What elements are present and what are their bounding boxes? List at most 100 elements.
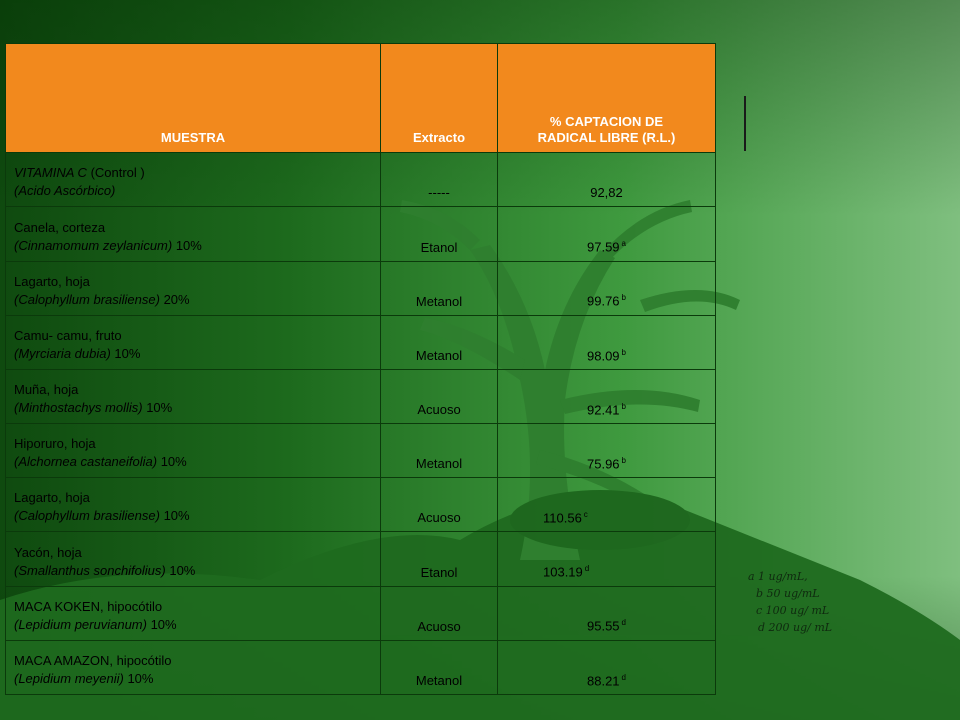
value-number: 97.59 <box>587 239 620 255</box>
sample-name: MACA KOKEN, hipocótilo <box>14 598 163 614</box>
sample-scientific-name: (Acido Ascórbico) <box>14 183 116 199</box>
sample-name: Muña, hoja <box>14 382 79 398</box>
sample-concentration: 10% <box>146 616 177 632</box>
value-number: 95.55 <box>587 618 620 634</box>
concentration-legend: a 1 ug/mL, b 50 ug/mL c 100 ug/ mL d 200… <box>748 568 848 636</box>
sample-concentration: 10% <box>110 345 141 361</box>
value-cell: 99.76 b <box>497 260 716 316</box>
extract-cell: ----- <box>380 152 498 208</box>
header-value: % CAPTACION DE RADICAL LIBRE (R.L.) <box>497 42 716 154</box>
radical-scavenging-table: MUESTRA Extracto % CAPTACION DE RADICAL … <box>5 42 716 696</box>
sample-scientific-name: (Myrciaria dubia) <box>14 345 111 361</box>
value-cell: 110.56 c <box>497 477 716 533</box>
sample-scientific-name: (Calophyllum brasiliense) <box>14 508 160 524</box>
sample-scientific-name: (Smallanthus sonchifolius) <box>14 562 166 578</box>
value-number: 75.96 <box>587 456 620 472</box>
value-number: 98.09 <box>587 347 620 363</box>
sample-concentration: 10% <box>142 400 173 416</box>
legend-item: b 50 ug/mL <box>756 587 820 600</box>
extract-cell: Metanol <box>380 260 498 316</box>
sample-name-italic: VITAMINA C <box>14 165 87 181</box>
sample-name: Canela, corteza <box>14 219 106 235</box>
header-value-line1: % CAPTACION DE <box>549 114 664 130</box>
table-row: Camu- camu, fruto (Myrciaria dubia) 10% M… <box>5 314 716 370</box>
table-row: Muña, hoja (Minthostachys mollis) 10% Acu… <box>5 368 716 425</box>
value-cell: 103.19 d <box>497 531 716 587</box>
value-superscript: c <box>583 510 588 520</box>
value-cell: 92,82 <box>497 152 716 208</box>
sample-scientific-name: (Cinnamomum zeylanicum) <box>14 237 173 253</box>
sample-name-rest: (Control ) <box>86 165 145 181</box>
value-superscript: d <box>621 672 626 682</box>
sample-name: Yacón, hoja <box>14 544 82 560</box>
sample-name: MACA AMAZON, hipocótilo <box>14 653 172 668</box>
table-row: Lagarto, hoja (Calophyllum brasiliense) 2… <box>5 260 716 316</box>
extract-cell: Etanol <box>380 531 498 587</box>
value-number: 88.21 <box>587 673 620 688</box>
sample-cell: MACA AMAZON, hipocótilo (Lepidium meyenii… <box>5 639 381 696</box>
sample-name: Lagarto, hoja <box>14 490 90 506</box>
legend-item: a 1 ug/mL, <box>748 570 808 583</box>
value-cell: 88.21 d <box>497 639 716 696</box>
sample-cell: MACA KOKEN, hipocótilo (Lepidium peruvian… <box>5 585 381 641</box>
legend-item: d 200 ug/ mL <box>758 621 833 634</box>
table-row: Hiporuro, hoja (Alchornea castaneifolia) … <box>5 423 716 479</box>
sample-cell: Hiporuro, hoja (Alchornea castaneifolia) … <box>5 423 381 479</box>
value-cell: 95.55 d <box>497 585 716 641</box>
sample-cell: Lagarto, hoja (Calophyllum brasiliense) 1… <box>5 477 381 533</box>
table-row: MACA AMAZON, hipocótilo (Lepidium meyenii… <box>5 639 716 696</box>
sample-concentration: 10% <box>159 508 190 524</box>
legend-item: c 100 ug/ mL <box>756 604 830 617</box>
table-row: Lagarto, hoja (Calophyllum brasiliense) 1… <box>5 477 716 533</box>
sample-concentration: 10% <box>172 237 202 253</box>
sample-cell: Camu- camu, fruto (Myrciaria dubia) 10% <box>5 314 381 370</box>
sample-cell: Canela, corteza (Cinnamomum zeylanicum) 1… <box>5 206 381 262</box>
sample-name: Lagarto, hoja <box>14 273 90 289</box>
sample-scientific-name: (Calophyllum brasiliense) <box>14 291 160 307</box>
value-number: 92,82 <box>590 185 623 201</box>
table-row: Canela, corteza (Cinnamomum zeylanicum) 1… <box>5 206 716 262</box>
vertical-divider-line <box>744 96 746 151</box>
value-superscript: d <box>621 618 626 628</box>
value-cell: 92.41 b <box>497 368 716 425</box>
sample-concentration: 20% <box>159 291 190 307</box>
sample-cell: VITAMINA C (Control ) (Acido Ascórbico) <box>5 152 381 208</box>
extract-cell: Acuoso <box>380 368 498 425</box>
extract-cell: Metanol <box>380 639 498 696</box>
table-header-row: MUESTRA Extracto % CAPTACION DE RADICAL … <box>5 42 716 154</box>
sample-scientific-name: (Lepidium meyenii) <box>14 671 124 686</box>
value-superscript: d <box>584 564 590 574</box>
value-number: 99.76 <box>587 293 620 309</box>
sample-scientific-name: (Lepidium peruvianum) <box>14 616 147 632</box>
sample-cell: Muña, hoja (Minthostachys mollis) 10% <box>5 368 381 425</box>
table-row: VITAMINA C (Control ) (Acido Ascórbico) -… <box>5 152 716 208</box>
sample-name: Hiporuro, hoja <box>14 436 96 452</box>
value-cell: 75.96 b <box>497 423 716 479</box>
value-cell: 97.59 a <box>497 206 716 262</box>
value-superscript: b <box>621 455 626 465</box>
sample-concentration: 10% <box>157 454 187 470</box>
sample-scientific-name: (Alchornea castaneifolia) <box>14 454 158 470</box>
extract-cell: Metanol <box>380 423 498 479</box>
value-number: 110.56 <box>543 510 582 526</box>
sample-name: Camu- camu, fruto <box>14 327 122 343</box>
value-number: 103.19 <box>543 564 583 580</box>
value-number: 92.41 <box>587 402 620 418</box>
table-row: Yacón, hoja (Smallanthus sonchifolius) 10… <box>5 531 716 587</box>
extract-cell: Acuoso <box>380 477 498 533</box>
value-superscript: b <box>621 401 626 411</box>
sample-concentration: 10% <box>123 671 154 686</box>
value-superscript: b <box>621 347 626 357</box>
extract-cell: Metanol <box>380 314 498 370</box>
table-row: MACA KOKEN, hipocótilo (Lepidium peruvian… <box>5 585 716 641</box>
sample-concentration: 10% <box>165 562 196 578</box>
header-sample: MUESTRA <box>5 42 381 154</box>
sample-scientific-name: (Minthostachys mollis) <box>14 400 143 416</box>
value-superscript: a <box>621 239 626 249</box>
header-value-line2: RADICAL LIBRE (R.L.) <box>537 130 676 146</box>
sample-cell: Yacón, hoja (Smallanthus sonchifolius) 10… <box>5 531 381 587</box>
extract-cell: Acuoso <box>380 585 498 641</box>
value-superscript: b <box>621 293 626 303</box>
extract-cell: Etanol <box>380 206 498 262</box>
sample-cell: Lagarto, hoja (Calophyllum brasiliense) 2… <box>5 260 381 316</box>
